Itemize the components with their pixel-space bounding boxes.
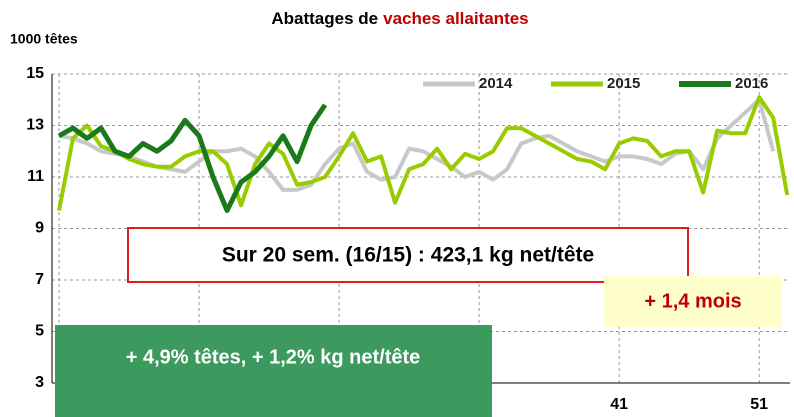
legend-label: 2014 <box>479 75 513 92</box>
y-tick-label: 11 <box>27 168 44 185</box>
y-tick-label: 15 <box>26 65 44 82</box>
annotation: + 4,9% têtes, + 1,2% kg net/tête <box>126 346 421 368</box>
chart-title: Abattages de vaches allaitantes <box>271 9 528 28</box>
annotation-box <box>127 227 689 283</box>
legend-label: 2015 <box>607 75 640 92</box>
annotation-box <box>55 325 492 417</box>
title-part: vaches allaitantes <box>383 9 529 28</box>
series-line <box>57 103 328 213</box>
series-line <box>58 97 776 192</box>
annotation-box <box>604 276 782 327</box>
annotations: Sur 20 sem. (16/15) : 423,1 kg net/tête … <box>55 227 782 417</box>
y-tick-label: 9 <box>35 220 44 237</box>
y-axis-label: 1000 têtes <box>10 31 78 47</box>
title-part: Abattages de <box>271 9 378 28</box>
annotation: Sur 20 sem. (16/15) : 423,1 kg net/tête <box>222 244 594 267</box>
y-tick-label: 5 <box>35 323 44 340</box>
y-tick-label: 7 <box>35 271 44 288</box>
annotation: + 1,4 mois <box>644 290 741 312</box>
y-tick-label: 13 <box>26 117 44 134</box>
x-tick-label: 51 <box>750 396 768 413</box>
series-line <box>57 95 790 211</box>
legend-label: 2016 <box>735 75 768 92</box>
y-tick-label: 3 <box>35 374 44 391</box>
x-tick-label: 41 <box>610 396 628 413</box>
